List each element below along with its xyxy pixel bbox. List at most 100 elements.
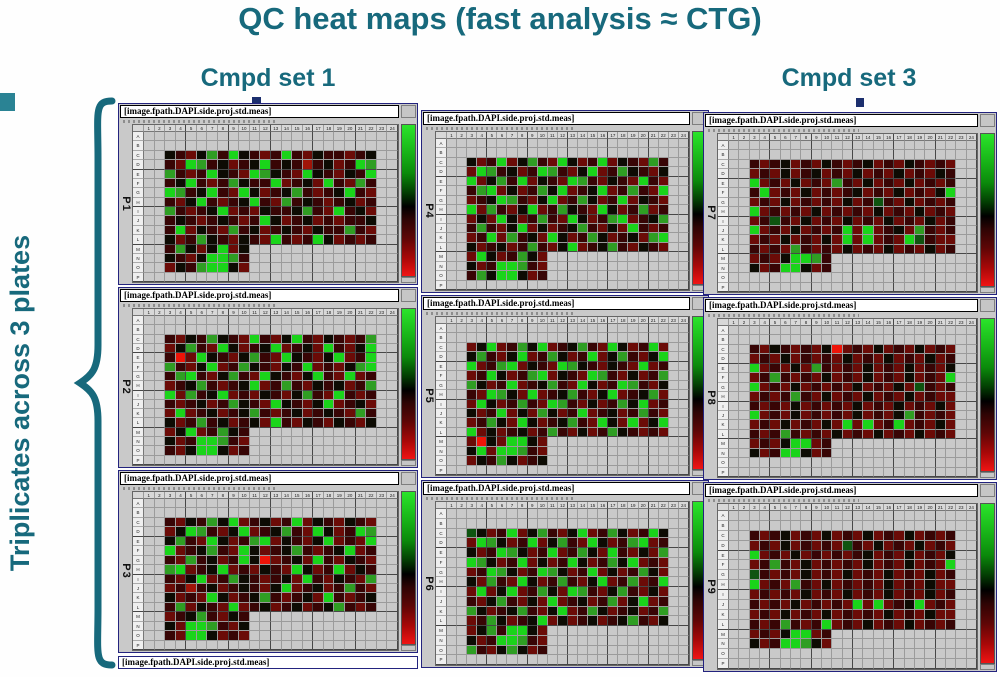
heatmap-cell xyxy=(507,242,518,253)
heatmap-cell xyxy=(366,399,377,410)
heatmap-cell xyxy=(457,214,468,224)
heatmap-cell xyxy=(894,520,905,531)
heatmap-cell xyxy=(588,271,599,281)
heatmap-cell xyxy=(668,148,679,158)
heatmap-cell xyxy=(175,499,187,509)
heatmap-cell xyxy=(196,235,208,245)
heatmap-cell xyxy=(578,261,589,272)
heatmap-cell xyxy=(863,169,874,179)
heatmap-cell xyxy=(175,427,187,438)
heatmap-cell xyxy=(759,467,771,477)
row-label: C xyxy=(436,157,447,168)
heatmap-cell xyxy=(345,150,356,161)
heatmap-cell xyxy=(175,455,187,465)
heatmap-cell xyxy=(547,324,558,334)
heatmap-cell xyxy=(608,446,619,457)
heatmap-cell xyxy=(547,271,558,281)
heatmap-cell xyxy=(935,511,946,521)
heatmap-cell xyxy=(668,242,679,253)
heatmap-cell xyxy=(249,169,261,179)
heatmap-cell xyxy=(770,580,781,590)
heatmap-cell xyxy=(281,583,293,594)
heatmap-cell xyxy=(832,550,843,561)
heatmap-cell xyxy=(154,235,166,245)
heatmap-cell xyxy=(387,160,398,170)
heatmap-cell xyxy=(487,186,498,196)
heatmap-cell xyxy=(477,596,488,607)
heatmap-cell xyxy=(567,167,579,177)
panel-subtitle-line xyxy=(123,486,277,490)
heatmap-cell xyxy=(842,159,853,170)
heatmap-cell xyxy=(668,223,679,234)
heatmap-cell xyxy=(759,159,771,170)
heatmap-cell xyxy=(821,410,833,421)
row-label: E xyxy=(133,536,144,547)
heatmap-cell xyxy=(457,333,468,343)
heatmap-cell xyxy=(966,410,977,421)
heatmap-cell xyxy=(376,508,388,518)
heatmap-cell xyxy=(355,508,367,518)
heatmap-cell xyxy=(323,446,335,456)
heatmap-cell xyxy=(811,282,822,292)
row-label: P xyxy=(718,659,729,669)
heatmap-cell xyxy=(648,223,659,234)
heatmap-cell xyxy=(863,344,874,355)
heatmap-cell xyxy=(759,448,771,459)
heatmap-cell xyxy=(175,409,187,419)
heatmap-cell xyxy=(588,528,599,539)
heatmap-cell xyxy=(366,150,377,161)
heatmap-cell xyxy=(467,148,478,158)
heatmap-cell xyxy=(537,606,548,617)
heatmap-cell xyxy=(739,150,750,160)
heatmap-cell xyxy=(355,141,367,151)
heatmap-cell xyxy=(376,160,388,170)
heatmap-cell xyxy=(457,616,468,626)
heatmap-cell xyxy=(821,467,833,477)
heatmap-cell xyxy=(302,216,314,226)
heatmap-cell xyxy=(935,263,946,274)
heatmap-cell xyxy=(598,167,609,177)
heatmap-cell xyxy=(801,629,812,640)
heatmap-cell xyxy=(658,186,669,196)
heatmap-cell xyxy=(376,631,388,641)
heatmap-cell xyxy=(334,235,346,245)
heatmap-cell xyxy=(323,621,335,632)
heatmap-cell xyxy=(313,640,324,650)
heatmap-cell xyxy=(729,570,740,581)
heatmap-cell xyxy=(207,602,219,613)
heatmap-cell xyxy=(154,437,166,447)
heatmap-cell xyxy=(628,557,639,568)
heatmap-cell xyxy=(863,263,874,274)
heatmap-cell xyxy=(770,363,781,374)
heatmap-cell xyxy=(366,546,377,556)
heatmap-cell xyxy=(144,508,155,518)
heatmap-cell xyxy=(945,410,957,421)
col-header: 24 xyxy=(966,504,977,511)
heatmap-cell xyxy=(678,223,689,234)
heatmap-cell xyxy=(873,382,884,393)
colorbar xyxy=(980,318,995,472)
heatmap-cell xyxy=(175,263,187,273)
heatmap-cell xyxy=(497,157,508,168)
row-label: A xyxy=(133,132,144,142)
heatmap-cell xyxy=(628,577,639,587)
heatmap-cell xyxy=(749,659,760,669)
heatmap-cell xyxy=(598,252,609,262)
heatmap-cell xyxy=(863,159,874,170)
heatmap-cell xyxy=(883,420,895,430)
heatmap-cell xyxy=(729,639,740,650)
heatmap-cell xyxy=(749,178,760,189)
heatmap-cell xyxy=(567,352,579,362)
heatmap-cell xyxy=(729,207,740,217)
heatmap-cell xyxy=(313,455,324,465)
heatmap-cell xyxy=(749,335,760,345)
col-header: 7 xyxy=(790,134,802,141)
heatmap-cell xyxy=(852,363,864,374)
heatmap-cell xyxy=(842,609,853,620)
heatmap-cell xyxy=(852,354,864,364)
heatmap-cell xyxy=(457,352,468,362)
heatmap-cell xyxy=(598,538,609,548)
heatmap-cell xyxy=(578,242,589,253)
heatmap-cell xyxy=(366,621,377,632)
heatmap-cell xyxy=(588,223,599,234)
